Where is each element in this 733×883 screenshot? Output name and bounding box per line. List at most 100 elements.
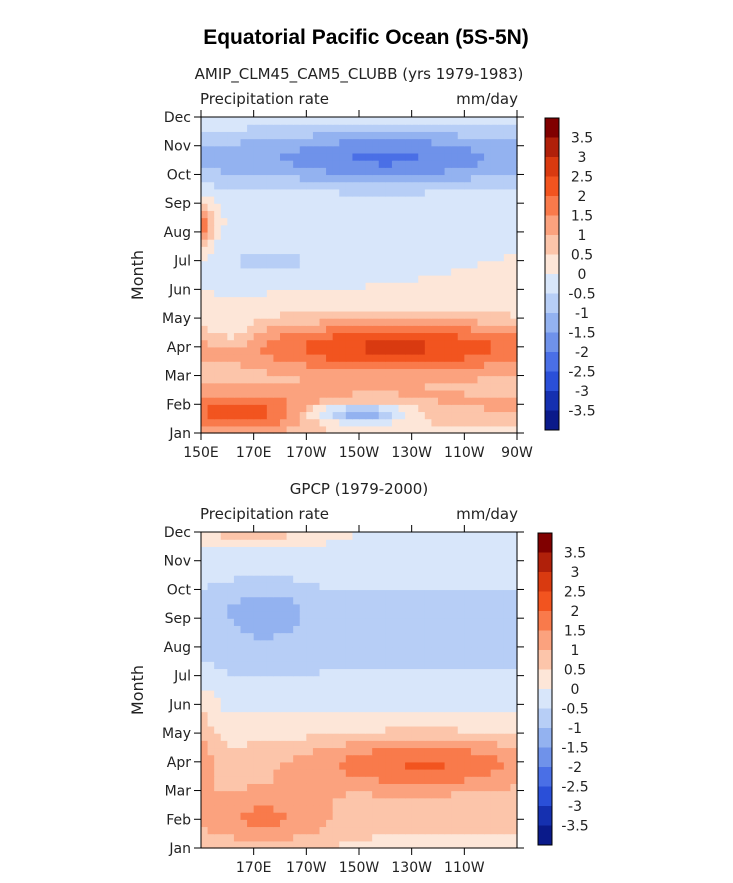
heatmap-cell — [286, 769, 294, 777]
heatmap-cell — [497, 603, 505, 612]
heatmap-cell — [227, 260, 235, 269]
heatmap-cell — [352, 833, 360, 842]
heatmap-cell — [418, 246, 426, 255]
heatmap-cell — [497, 275, 505, 283]
heatmap-cell — [510, 404, 518, 413]
heatmap-cell — [391, 382, 400, 391]
heatmap-cell — [280, 382, 288, 391]
heatmap-cell — [424, 404, 433, 413]
heatmap-cell — [365, 404, 373, 413]
heatmap-cell — [470, 661, 479, 670]
heatmap-cell — [457, 790, 465, 799]
heatmap-cell — [438, 196, 446, 204]
heatmap-cell — [280, 174, 288, 183]
heatmap-cell — [339, 704, 347, 713]
heatmap-cell — [312, 840, 321, 849]
heatmap-cell — [431, 711, 439, 720]
heatmap-cell — [484, 769, 492, 777]
heatmap-cell — [326, 589, 334, 598]
heatmap-cell — [510, 553, 518, 562]
heatmap-cell — [266, 196, 275, 204]
heatmap-cell — [411, 532, 419, 540]
heatmap-cell — [339, 368, 347, 377]
heatmap-cell — [418, 296, 426, 305]
heatmap-cell — [405, 145, 413, 154]
heatmap-cell — [398, 596, 406, 605]
heatmap-cell — [418, 826, 426, 835]
heatmap-cell — [240, 733, 248, 741]
heatmap-cell — [319, 646, 327, 655]
heatmap-cell — [424, 747, 433, 756]
heatmap-cell — [207, 553, 215, 562]
heatmap-cell — [286, 404, 294, 413]
heatmap-cell — [477, 589, 485, 598]
heatmap-cell — [240, 310, 248, 319]
heatmap-cell — [352, 167, 360, 176]
heatmap-cell — [510, 239, 518, 247]
heatmap-cell — [418, 819, 426, 828]
heatmap-cell — [233, 296, 242, 305]
heatmap-cell — [477, 804, 485, 813]
y-tick-label: Jul — [173, 669, 191, 685]
heatmap-cell — [332, 188, 340, 197]
heatmap-cell — [372, 224, 380, 233]
heatmap-cell — [385, 382, 393, 391]
heatmap-cell — [359, 539, 367, 547]
heatmap-cell — [477, 167, 485, 176]
heatmap-cell — [312, 783, 321, 792]
heatmap-cell — [207, 174, 215, 183]
heatmap-cell — [273, 404, 281, 413]
heatmap-cell — [490, 625, 498, 634]
heatmap-cell — [418, 397, 426, 405]
heatmap-cell — [332, 246, 340, 255]
heatmap-cell — [332, 532, 340, 540]
heatmap-cell — [457, 575, 465, 583]
heatmap-cell — [464, 404, 472, 413]
heatmap-cell — [266, 346, 275, 355]
heatmap-cell — [503, 611, 512, 619]
heatmap-cell — [352, 596, 360, 605]
heatmap-cell — [477, 797, 485, 806]
heatmap-cell — [266, 769, 275, 777]
heatmap-cell — [214, 397, 222, 405]
heatmap-cell — [451, 275, 459, 283]
heatmap-cell — [299, 553, 307, 562]
heatmap-cell — [220, 310, 228, 319]
heatmap-cell — [457, 318, 465, 326]
heatmap-cell — [431, 754, 439, 763]
heatmap-cell — [411, 361, 419, 369]
heatmap-cell — [352, 425, 360, 434]
heatmap-cell — [457, 546, 465, 555]
heatmap-cell — [451, 804, 459, 813]
heatmap-cell — [227, 840, 235, 849]
heatmap-cell — [444, 704, 452, 713]
heatmap-cell — [457, 303, 465, 312]
heatmap-cell — [451, 354, 459, 362]
heatmap-cell — [451, 747, 459, 756]
heatmap-cell — [438, 289, 446, 298]
heatmap-cell — [299, 260, 307, 269]
heatmap-cell — [438, 575, 446, 583]
heatmap-cell — [273, 152, 281, 161]
heatmap-cell — [352, 160, 360, 168]
heatmap-cell — [359, 131, 367, 140]
heatmap-cell — [299, 239, 307, 247]
heatmap-cell — [444, 368, 452, 377]
heatmap-cell — [451, 375, 459, 384]
heatmap-cell — [451, 819, 459, 828]
heatmap-cell — [299, 769, 307, 777]
heatmap-cell — [438, 532, 446, 540]
heatmap-cell — [398, 575, 406, 583]
heatmap-cell — [293, 589, 301, 598]
heatmap-cell — [503, 797, 512, 806]
heatmap-cell — [503, 325, 512, 334]
heatmap-cell — [490, 267, 498, 276]
heatmap-cell — [326, 260, 334, 269]
heatmap-cell — [444, 160, 452, 168]
heatmap-cell — [233, 733, 242, 741]
heatmap-cell — [280, 539, 288, 547]
heatmap-cell — [326, 783, 334, 792]
colorbar-label: -0.5 — [561, 702, 588, 718]
heatmap-cell — [332, 575, 340, 583]
heatmap-cell — [220, 833, 228, 842]
